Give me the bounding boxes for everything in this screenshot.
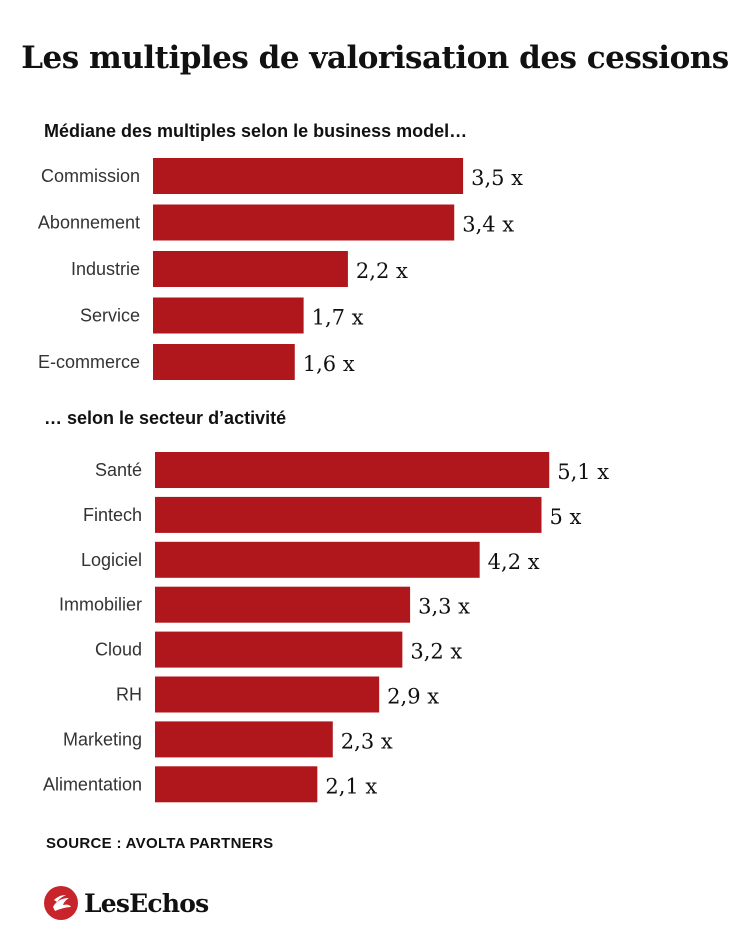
logo-wordmark: LesEchos (84, 888, 209, 918)
category-label: Industrie (71, 259, 140, 279)
value-label: 1,6 x (303, 352, 355, 376)
category-label: E-commerce (38, 352, 140, 372)
bar (153, 158, 464, 194)
category-label: Marketing (63, 729, 142, 749)
category-label: Commission (41, 166, 140, 186)
sector-subtitle: … selon le secteur d’activité (44, 408, 287, 428)
value-label: 2,2 x (356, 259, 408, 283)
value-label: 3,3 x (418, 595, 470, 619)
category-label: Abonnement (38, 213, 140, 233)
bar (155, 541, 480, 578)
chart-title: Les multiples de valorisation des cessio… (21, 40, 729, 76)
sector-bar-chart: Santé 5,1 x Fintech 5 x Logiciel 4,2 x Immobil… (43, 452, 609, 803)
value-label: 3,2 x (410, 640, 462, 664)
business-model-subtitle: Médiane des multiples selon le business … (44, 121, 468, 141)
category-label: Cloud (95, 640, 142, 660)
business-model-bar-chart: Commission 3,5 x Abonnement 3,4 x Industrie 2… (38, 158, 523, 380)
bar (155, 766, 318, 803)
bar (153, 251, 348, 287)
value-label: 1,7 x (312, 306, 364, 330)
bar (155, 452, 550, 488)
les-echos-logo-icon (44, 886, 78, 920)
bar (155, 496, 542, 533)
bar (153, 344, 295, 380)
bar (155, 631, 403, 668)
bar (153, 204, 455, 241)
value-label: 2,1 x (325, 774, 377, 798)
bar (155, 676, 380, 713)
category-label: Santé (95, 460, 142, 480)
category-label: Alimentation (43, 774, 142, 794)
bar (153, 297, 304, 334)
value-label: 2,3 x (341, 729, 393, 753)
bar (155, 586, 411, 623)
value-label: 5,1 x (557, 460, 609, 484)
value-label: 3,4 x (462, 213, 514, 237)
category-label: RH (116, 685, 142, 705)
category-label: Fintech (83, 505, 142, 525)
category-label: Service (80, 306, 140, 326)
source-note: SOURCE : AVOLTA PARTNERS (46, 835, 274, 852)
value-label: 4,2 x (488, 550, 540, 574)
value-label: 2,9 x (387, 685, 439, 709)
bar (155, 721, 333, 758)
value-label: 3,5 x (471, 166, 523, 190)
les-echos-logo: LesEchos (44, 884, 209, 922)
category-label: Logiciel (81, 550, 142, 570)
value-label: 5 x (550, 505, 582, 529)
category-label: Immobilier (59, 595, 142, 615)
